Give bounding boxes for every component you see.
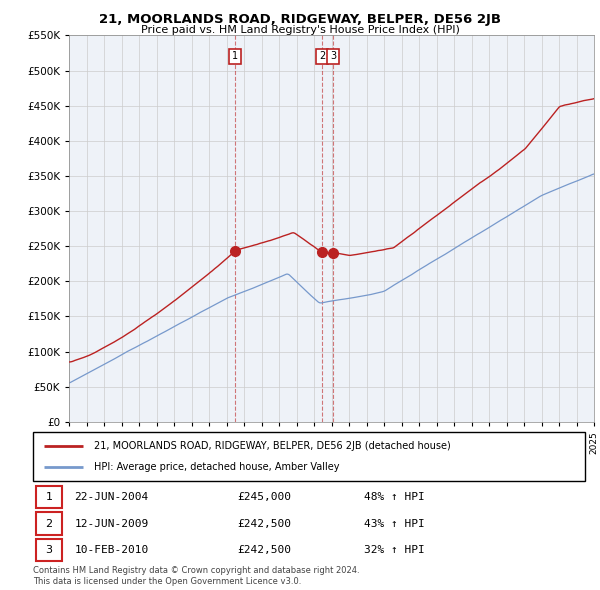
Text: 12-JUN-2009: 12-JUN-2009	[74, 519, 149, 529]
Bar	[36, 513, 62, 535]
Bar	[36, 486, 62, 509]
Text: 2: 2	[46, 519, 53, 529]
Text: 48% ↑ HPI: 48% ↑ HPI	[364, 492, 425, 502]
Text: 43% ↑ HPI: 43% ↑ HPI	[364, 519, 425, 529]
Text: Contains HM Land Registry data © Crown copyright and database right 2024.: Contains HM Land Registry data © Crown c…	[33, 566, 359, 575]
Text: 10-FEB-2010: 10-FEB-2010	[74, 545, 149, 555]
Text: HPI: Average price, detached house, Amber Valley: HPI: Average price, detached house, Ambe…	[94, 463, 339, 473]
Text: 2: 2	[319, 51, 325, 61]
Text: £245,000: £245,000	[237, 492, 291, 502]
Text: 32% ↑ HPI: 32% ↑ HPI	[364, 545, 425, 555]
Text: £242,500: £242,500	[237, 545, 291, 555]
Text: 21, MOORLANDS ROAD, RIDGEWAY, BELPER, DE56 2JB: 21, MOORLANDS ROAD, RIDGEWAY, BELPER, DE…	[99, 13, 501, 26]
Text: 3: 3	[331, 51, 337, 61]
Text: £242,500: £242,500	[237, 519, 291, 529]
Text: 21, MOORLANDS ROAD, RIDGEWAY, BELPER, DE56 2JB (detached house): 21, MOORLANDS ROAD, RIDGEWAY, BELPER, DE…	[94, 441, 451, 451]
Text: Price paid vs. HM Land Registry's House Price Index (HPI): Price paid vs. HM Land Registry's House …	[140, 25, 460, 35]
Text: 22-JUN-2004: 22-JUN-2004	[74, 492, 149, 502]
Text: 1: 1	[46, 492, 53, 502]
Text: This data is licensed under the Open Government Licence v3.0.: This data is licensed under the Open Gov…	[33, 577, 301, 586]
Text: 1: 1	[232, 51, 238, 61]
Bar	[36, 539, 62, 561]
Text: 3: 3	[46, 545, 53, 555]
